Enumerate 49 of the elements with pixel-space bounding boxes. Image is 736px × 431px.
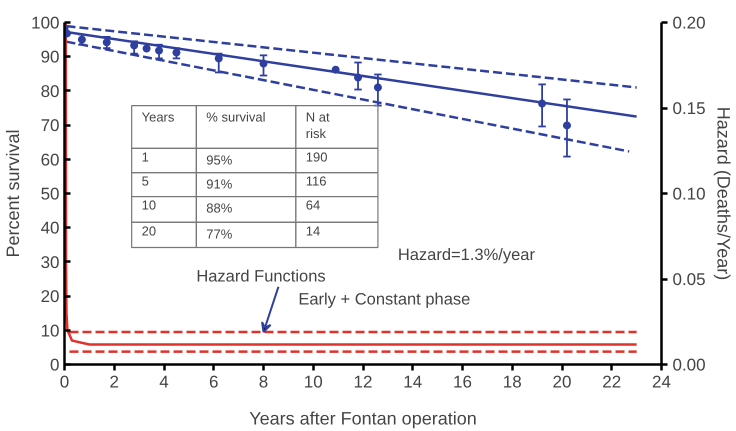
y-tick-label: 50 [40,184,60,204]
annotation: 91% [206,176,233,192]
x-tick-label: 2 [110,372,119,392]
annotation: 5 [142,174,149,189]
y-tick-label: 40 [40,218,60,238]
annotation: 64 [306,198,320,213]
annotation: 10 [142,198,156,213]
y2-axis-title: Hazard (Deaths/Year) [714,106,734,280]
annotation: N at risk [306,110,330,142]
annotation: 190 [306,149,328,164]
annotation: 14 [306,223,320,238]
y2-tick-label: 0.15 [672,99,706,118]
x-tick-label: 14 [403,372,422,392]
x-tick-label: 24 [652,372,671,392]
y-tick-label: 10 [40,321,60,340]
y2-tick-label: 0.20 [672,14,706,32]
x-tick-label: 20 [552,372,572,392]
y2-tick-label: 0.00 [672,356,706,374]
y-tick-label: 20 [40,287,60,306]
y-tick-label: 100 [31,14,60,32]
y-tick-label: 80 [40,82,60,101]
y-tick-label: 70 [40,116,60,136]
annotation: Hazard=1.3%/year [398,246,536,264]
x-tick-label: 4 [159,372,169,392]
annotation: % survival [206,110,266,125]
y-axis-title: Percent survival [3,129,24,258]
x-tick-label: 16 [453,372,472,392]
y-tick-label: 30 [40,252,60,272]
annotation: Early + Constant phase [298,290,470,309]
annotation: 20 [142,223,156,238]
x-tick-label: 22 [602,372,622,392]
x-tick-label: 18 [502,372,522,392]
annotation: 95% [206,152,233,168]
x-axis-title: Years after Fontan operation [249,408,477,428]
annotation: Years [142,110,175,125]
y2-tick-label: 0.05 [672,270,706,289]
annotation: 1 [142,149,149,164]
x-tick-label: 6 [209,372,218,392]
annotation: 77% [206,226,233,242]
annotation: Hazard Functions [196,268,326,286]
x-tick-label: 10 [304,372,323,392]
y-tick-label: 0 [50,356,60,374]
y-tick-label: 60 [40,150,60,170]
x-tick-label: 8 [258,372,268,392]
annotation: 116 [306,174,327,189]
y2-tick-label: 0.10 [672,184,706,204]
y-tick-label: 90 [40,48,60,67]
x-tick-label: 12 [354,372,372,392]
annotation: 88% [206,200,233,216]
